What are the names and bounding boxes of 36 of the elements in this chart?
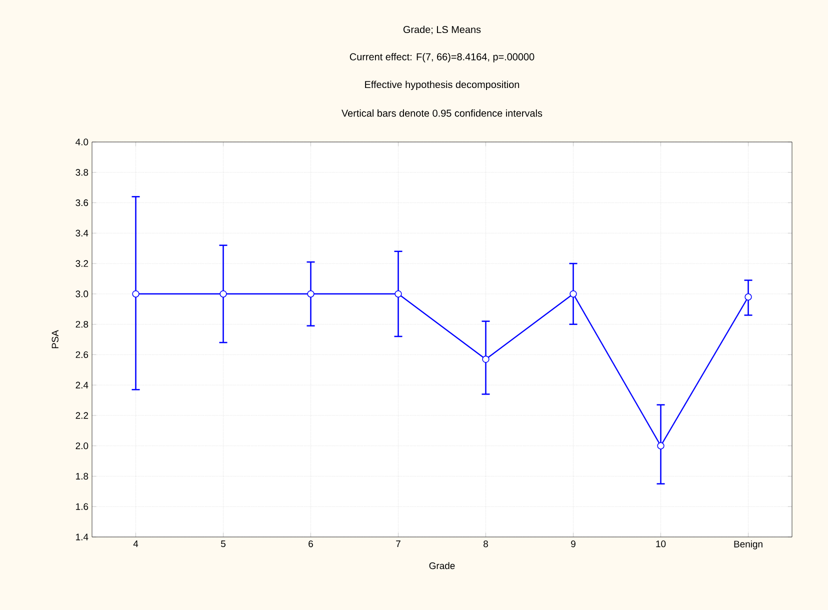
y-tick-label: 1.8 <box>76 472 88 480</box>
point <box>307 290 314 298</box>
y-tick-label: 1.6 <box>76 503 88 510</box>
point <box>482 356 490 363</box>
y-tick-label: 1.4 <box>76 534 88 540</box>
x-tick-label: 4 <box>133 540 138 548</box>
point <box>657 442 664 450</box>
x-tick-label: 6 <box>308 540 313 548</box>
y-axis-title: PSA <box>52 330 58 348</box>
x-tick-label: 10 <box>656 540 666 548</box>
x-tick-label: 7 <box>396 540 400 548</box>
chart-subtitle: Current effect: F(7, 66)=8.4164, p=.00000 <box>350 53 534 62</box>
y-tick-label: 2.4 <box>76 382 88 388</box>
y-tick-label: 3.8 <box>76 169 88 176</box>
y-tick-label: 4.0 <box>76 138 88 146</box>
y-tick-label: 2.8 <box>76 320 88 328</box>
text: Vertical bars denote 0.95 confidence intervals <box>342 109 542 117</box>
y-tick-label: 2.0 <box>76 442 88 450</box>
x-tick-label: Benign <box>734 540 762 550</box>
y-tick-label: 3.0 <box>76 290 88 298</box>
point <box>132 290 140 298</box>
chart-title: Grade; LS Means <box>403 26 481 34</box>
text: Effective hypothesis decomposition <box>365 80 520 90</box>
y-tick-label: 3.4 <box>76 230 88 236</box>
point <box>220 290 227 298</box>
x-tick-label: 5 <box>221 540 226 548</box>
y-tick-label: 2.2 <box>76 412 88 419</box>
x-tick-label: 8 <box>484 540 488 548</box>
point <box>570 290 577 298</box>
x-tick-label: 9 <box>571 540 576 548</box>
y-tick-label: 3.6 <box>76 199 88 206</box>
y-tick-label: 2.6 <box>76 351 88 358</box>
y-tick-label: 3.2 <box>76 260 88 267</box>
point <box>744 293 752 301</box>
x-axis-title: Grade <box>429 562 455 570</box>
point <box>394 290 402 298</box>
